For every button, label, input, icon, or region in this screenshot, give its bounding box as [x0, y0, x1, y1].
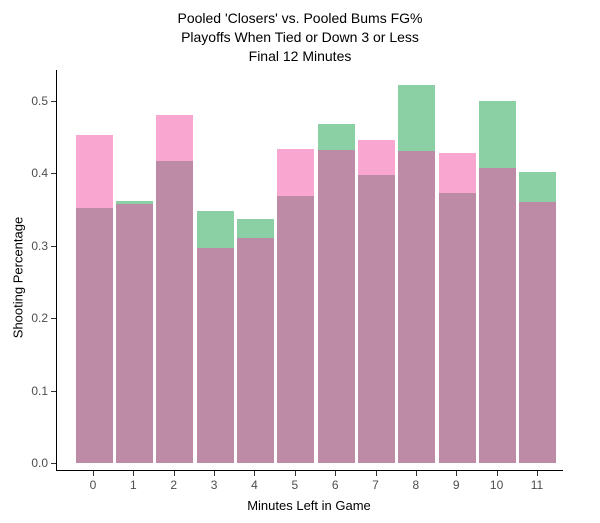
y-axis-tick-0.4 — [51, 173, 56, 174]
x-axis-tick-3 — [214, 471, 216, 476]
x-axis-tick-label-10: 10 — [489, 478, 504, 492]
y-axis-tick-label-0.5: 0.5 — [31, 93, 48, 108]
y-axis-tick-label-0.2: 0.2 — [31, 311, 48, 325]
bar-overlap-segment-minute-6 — [317, 149, 355, 463]
y-axis-tick-0.2 — [51, 318, 56, 319]
bar-top-segment-minute-6 — [317, 124, 355, 150]
bar-overlap-segment-minute-10 — [479, 167, 517, 463]
bar-top-segment-minute-0 — [75, 135, 113, 208]
bar-top-segment-minute-3 — [196, 211, 234, 248]
bar-overlap-segment-minute-0 — [75, 207, 113, 463]
bar-overlap-segment-minute-3 — [196, 247, 234, 463]
y-axis-tick-label-0.4: 0.4 — [31, 166, 48, 180]
chart-title-line-1: Pooled 'Closers' vs. Pooled Bums FG% — [177, 10, 423, 26]
bar-overlap-segment-minute-7 — [358, 175, 396, 463]
y-axis-tick-label-0.3: 0.3 — [31, 238, 48, 253]
y-axis-tick-0.3 — [51, 245, 56, 247]
bar-top-segment-minute-8 — [398, 85, 436, 152]
y-axis-tick-0.0 — [51, 463, 56, 464]
bar-top-segment-minute-2 — [156, 115, 194, 161]
y-axis-label: Shooting Percentage — [10, 216, 26, 339]
bar-top-segment-minute-4 — [236, 218, 274, 239]
bar-overlap-segment-minute-9 — [438, 193, 476, 463]
bar-overlap-segment-minute-11 — [519, 202, 557, 463]
x-axis-tick-label-4: 4 — [251, 478, 258, 492]
bar-overlap-segment-minute-1 — [115, 204, 153, 463]
x-axis-tick-5 — [294, 471, 296, 476]
bar-overlap-segment-minute-2 — [156, 160, 194, 463]
x-axis-tick-label-3: 3 — [210, 478, 218, 492]
bar-overlap-segment-minute-8 — [398, 151, 436, 463]
x-axis-tick-label-11: 11 — [530, 478, 544, 492]
x-axis-tick-6 — [335, 471, 337, 476]
y-axis-tick-0.1 — [51, 390, 56, 392]
x-axis-tick-label-9: 9 — [452, 478, 460, 492]
bar-top-segment-minute-9 — [438, 152, 476, 194]
x-axis-tick-0 — [93, 471, 94, 476]
y-axis-tick-label-0.1: 0.1 — [31, 383, 48, 398]
x-axis-tick-1 — [133, 471, 135, 476]
bar-overlap-segment-minute-5 — [277, 196, 315, 463]
x-axis-tick-label-6: 6 — [331, 478, 339, 492]
x-axis-label: Minutes Left in Game — [247, 498, 371, 513]
x-axis-tick-label-5: 5 — [291, 478, 299, 492]
x-axis-tick-label-0: 0 — [89, 478, 97, 492]
x-axis-tick-11 — [536, 471, 538, 476]
x-axis-tick-label-7: 7 — [372, 478, 379, 492]
chart-title: Pooled 'Closers' vs. Pooled Bums FG% Pla… — [0, 9, 600, 66]
x-axis-tick-4 — [254, 471, 256, 476]
y-axis-tick-label-0.0: 0.0 — [31, 456, 48, 470]
x-axis-tick-10 — [496, 471, 498, 476]
chart-title-line-3: Final 12 Minutes — [248, 48, 352, 64]
x-axis-tick-9 — [456, 471, 458, 476]
bar-top-segment-minute-10 — [479, 100, 517, 168]
bar-overlap-segment-minute-4 — [236, 238, 274, 463]
bar-top-segment-minute-5 — [277, 149, 315, 197]
x-axis-tick-label-8: 8 — [412, 478, 420, 492]
x-axis-tick-2 — [173, 471, 175, 476]
x-axis-tick-label-1: 1 — [130, 478, 137, 492]
x-axis-tick-8 — [415, 471, 417, 476]
y-axis-tick-0.5 — [51, 100, 56, 102]
bar-top-segment-minute-11 — [519, 172, 557, 202]
x-axis-tick-7 — [375, 471, 377, 476]
chart-title-line-2: Playoffs When Tied or Down 3 or Less — [181, 29, 419, 45]
plot-area — [56, 70, 563, 471]
bar-top-segment-minute-7 — [358, 139, 396, 176]
bar-top-segment-minute-1 — [115, 200, 153, 205]
x-axis-tick-label-2: 2 — [170, 478, 178, 492]
